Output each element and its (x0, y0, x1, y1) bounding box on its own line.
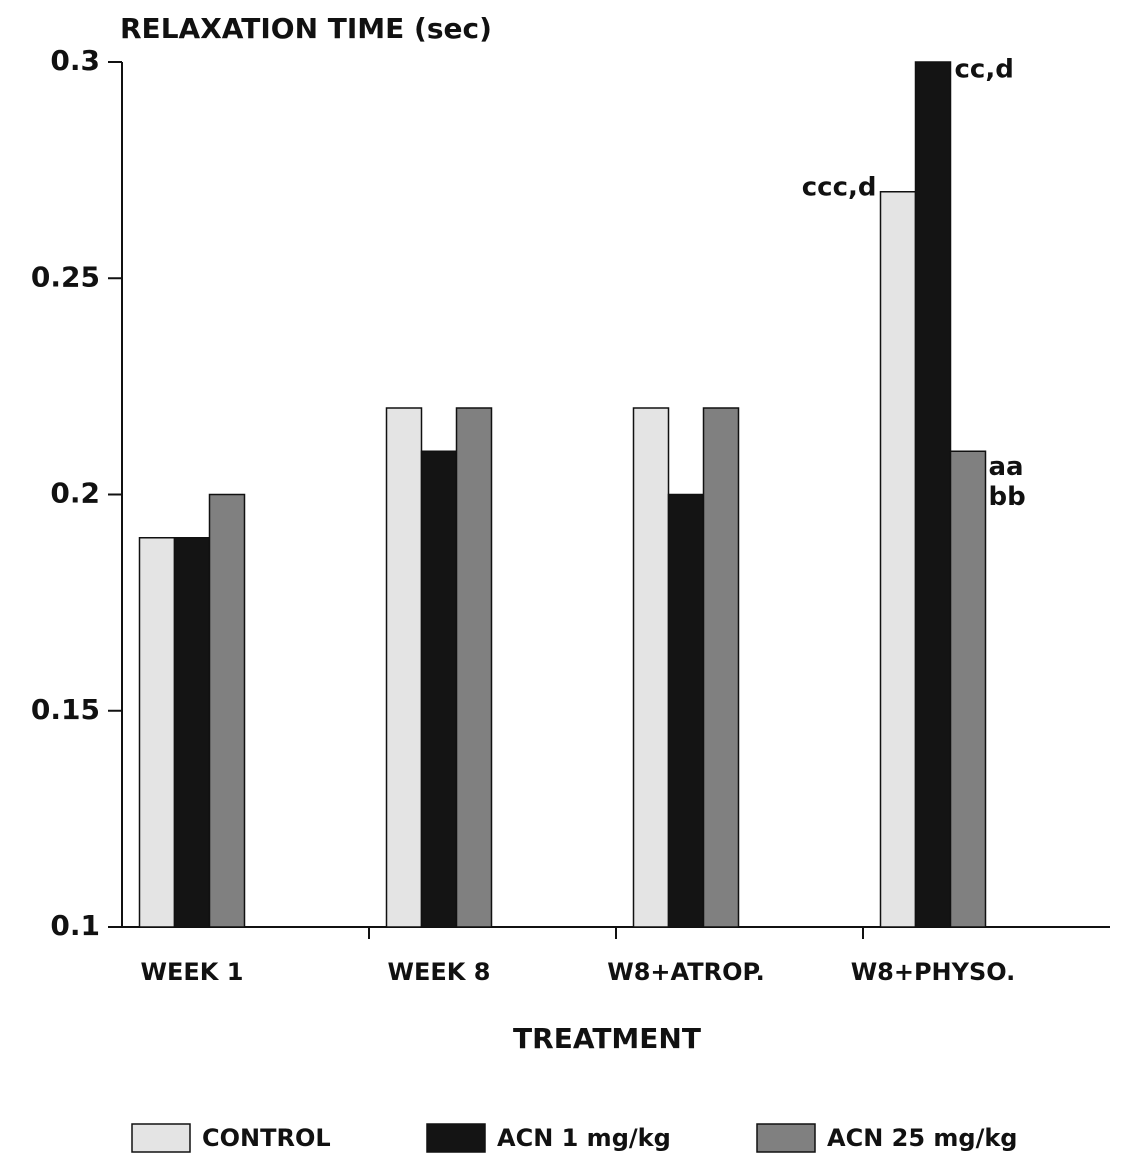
legend-label: ACN 1 mg/kg (497, 1124, 671, 1152)
bar (210, 495, 245, 928)
y-tick-label: 0.2 (50, 477, 100, 510)
annotation: ccc,d (802, 172, 877, 202)
x-axis-title: TREATMENT (513, 1022, 701, 1055)
legend-swatch (427, 1124, 485, 1152)
legend-swatch (757, 1124, 815, 1152)
bar (881, 192, 916, 927)
bar (704, 408, 739, 927)
y-tick-label: 0.15 (31, 693, 100, 726)
chart-title: RELAXATION TIME (sec) (120, 12, 492, 45)
bar (916, 62, 951, 927)
bar (175, 538, 210, 927)
bar (422, 451, 457, 927)
y-tick-label: 0.25 (31, 260, 100, 293)
x-tick-label: WEEK 1 (141, 958, 244, 986)
x-tick-label: W8+ATROP. (607, 958, 765, 986)
bar (669, 495, 704, 928)
x-tick-label: WEEK 8 (388, 958, 491, 986)
annotation: bb (989, 482, 1026, 512)
page: RELAXATION TIME (sec) TREATMENT 0.1 0.15 0… (0, 0, 1127, 1155)
x-tick-label: W8+PHYSO. (851, 958, 1016, 986)
bar (634, 408, 669, 927)
bar (140, 538, 175, 927)
annotation: aa (989, 452, 1024, 482)
y-tick-label: 0.1 (50, 909, 100, 942)
legend-label: ACN 25 mg/kg (827, 1124, 1017, 1152)
y-tick-label: 0.3 (50, 44, 100, 77)
bar (951, 451, 986, 927)
legend-swatch (132, 1124, 190, 1152)
chart: RELAXATION TIME (sec) TREATMENT 0.1 0.15 0… (0, 0, 1127, 1155)
bar (457, 408, 492, 927)
legend-label: CONTROL (202, 1124, 331, 1152)
bar (387, 408, 422, 927)
annotation: cc,d (955, 55, 1014, 85)
